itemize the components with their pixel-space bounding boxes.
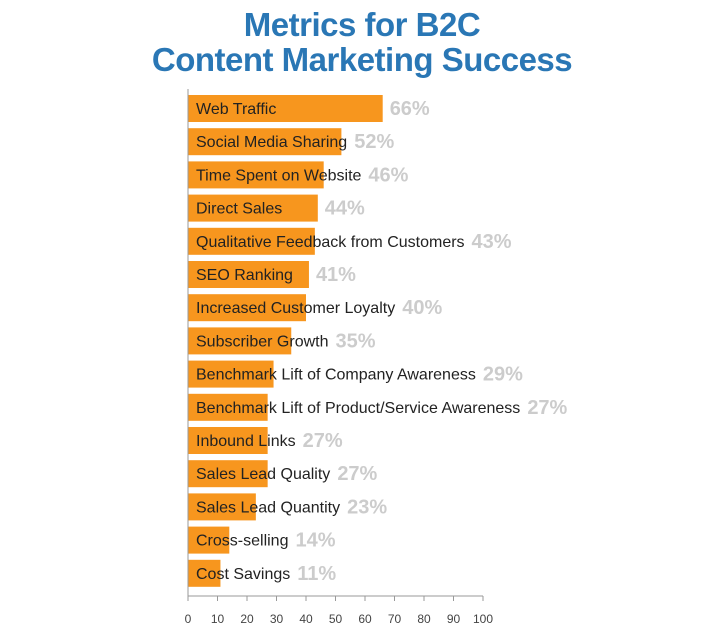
value-label-14: 11% <box>297 563 336 585</box>
category-label-1: Social Media Sharing <box>196 134 347 151</box>
category-label-2: Time Spent on Website <box>196 167 362 184</box>
value-label-2: 46% <box>368 164 408 186</box>
category-label-8: Benchmark Lift of Company Awareness <box>196 367 476 384</box>
value-label-9: 27% <box>527 397 567 419</box>
bar-9 <box>188 393 268 421</box>
bar-10 <box>188 427 268 454</box>
value-label-12: 23% <box>347 496 387 518</box>
category-label-13: Cross-selling <box>196 533 288 550</box>
bar-14 <box>188 559 221 587</box>
value-label-3: 44% <box>325 198 365 220</box>
bar-3 <box>188 194 318 222</box>
category-label-14: Cost Savings <box>196 566 290 583</box>
chart-subtitle: Content Marketing Success <box>151 41 573 78</box>
bar-0 <box>188 95 383 122</box>
category-label-3: Direct Sales <box>196 201 282 218</box>
x-tick-label-6: 60 <box>358 612 372 626</box>
bar-5 <box>188 261 309 288</box>
chart-title: Metrics for B2C <box>243 6 481 43</box>
x-tick-label-1: 10 <box>211 612 225 626</box>
category-label-10: Inbound Links <box>196 433 296 450</box>
bar-4 <box>188 227 315 255</box>
bar-1 <box>188 128 342 156</box>
bar-12 <box>188 493 256 521</box>
value-label-8: 29% <box>483 364 523 386</box>
bar-13 <box>188 526 230 554</box>
value-label-5: 41% <box>316 264 356 286</box>
bar-8 <box>188 360 274 388</box>
category-label-9: Benchmark Lift of Product/Service Awaren… <box>196 400 520 417</box>
x-tick-label-0: 0 <box>185 612 192 626</box>
value-label-7: 35% <box>336 330 376 352</box>
bar-6 <box>188 294 306 322</box>
category-label-12: Sales Lead Quantity <box>196 499 340 516</box>
x-tick-label-2: 20 <box>240 612 254 626</box>
value-label-13: 14% <box>295 530 335 552</box>
category-label-5: SEO Ranking <box>196 267 293 284</box>
value-label-4: 43% <box>472 231 512 253</box>
category-label-7: Subscriber Growth <box>196 333 329 350</box>
category-label-6: Increased Customer Loyalty <box>196 300 395 317</box>
category-label-4: Qualitative Feedback from Customers <box>196 234 465 251</box>
value-label-11: 27% <box>337 463 377 485</box>
bar-11 <box>188 460 268 488</box>
x-tick-label-3: 30 <box>270 612 284 626</box>
x-tick-label-9: 90 <box>447 612 461 626</box>
x-tick-label-10: 100 <box>473 612 493 626</box>
x-tick-label-5: 50 <box>329 612 343 626</box>
x-tick-label-7: 70 <box>388 612 402 626</box>
value-label-6: 40% <box>402 297 442 319</box>
x-tick-label-4: 40 <box>299 612 313 626</box>
value-label-10: 27% <box>303 430 343 452</box>
category-label-0: Web Traffic <box>196 101 276 118</box>
category-label-11: Sales Lead Quality <box>196 466 330 483</box>
x-tick-label-8: 80 <box>417 612 431 626</box>
value-label-1: 52% <box>354 131 394 153</box>
value-label-0: 66% <box>390 98 430 120</box>
bar-2 <box>188 161 324 189</box>
bar-7 <box>188 327 292 355</box>
